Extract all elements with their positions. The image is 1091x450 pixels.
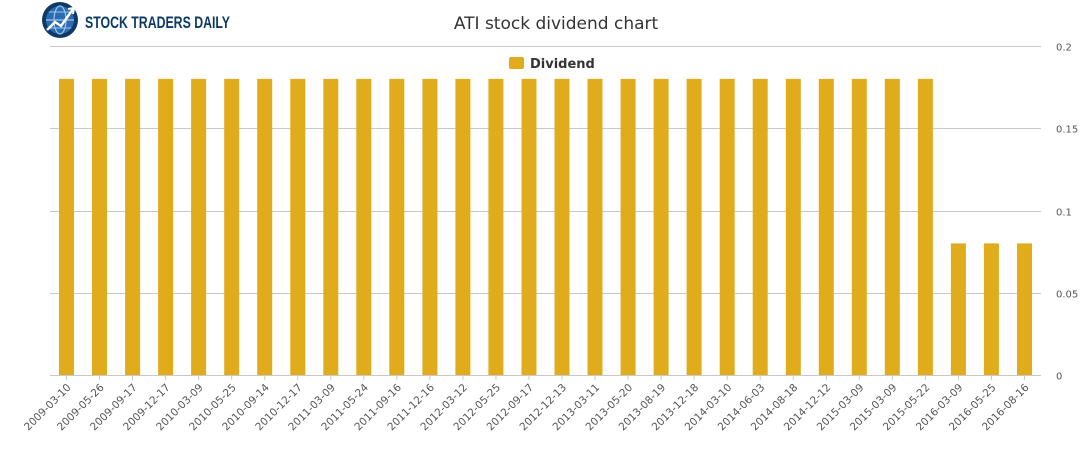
y-tick-label: 0 <box>1056 372 1062 383</box>
bar[interactable] <box>488 78 504 376</box>
bar[interactable] <box>620 78 636 376</box>
bar[interactable] <box>917 78 933 376</box>
bar[interactable] <box>554 78 570 376</box>
y-tick-label: 0.05 <box>1056 290 1078 301</box>
legend-label: Dividend <box>530 57 595 72</box>
bar[interactable] <box>59 78 74 376</box>
legend-swatch <box>509 57 524 69</box>
bars <box>59 78 1032 376</box>
bar[interactable] <box>290 78 306 376</box>
bar[interactable] <box>323 78 339 376</box>
y-tick-label: 0.2 <box>1056 43 1072 54</box>
brand-name: STOCK TRADERS DAILY <box>85 13 230 32</box>
bar[interactable] <box>983 243 999 375</box>
brand-logo[interactable]: STOCK TRADERS DAILY <box>42 2 230 38</box>
chart-title: ATI stock dividend chart <box>454 14 659 34</box>
y-tick-label: 0.1 <box>1056 208 1072 219</box>
bar[interactable] <box>1017 243 1032 375</box>
bar[interactable] <box>455 78 471 376</box>
legend[interactable]: Dividend <box>509 57 595 72</box>
bar[interactable] <box>224 78 240 376</box>
bar[interactable] <box>950 243 966 375</box>
y-axis-ticks: 0 0.05 0.1 0.15 0.2 <box>1056 43 1078 383</box>
bar[interactable] <box>587 78 603 376</box>
bar[interactable] <box>422 78 438 376</box>
bar[interactable] <box>719 78 735 376</box>
bar[interactable] <box>257 78 273 376</box>
bar[interactable] <box>884 78 900 376</box>
bar[interactable] <box>818 78 834 376</box>
bar[interactable] <box>125 78 141 376</box>
bar[interactable] <box>521 78 537 376</box>
bar[interactable] <box>92 78 107 376</box>
x-axis-ticks: 2009-03-102009-05-262009-09-172009-12-17… <box>22 375 1032 433</box>
bar[interactable] <box>653 78 669 376</box>
bar[interactable] <box>158 78 174 376</box>
y-tick-label: 0.15 <box>1056 125 1078 136</box>
bar[interactable] <box>686 78 702 376</box>
bar[interactable] <box>356 78 372 376</box>
grid-lines <box>50 46 1041 376</box>
bar[interactable] <box>851 78 867 376</box>
bar[interactable] <box>752 78 768 376</box>
bar[interactable] <box>389 78 405 376</box>
bar[interactable] <box>785 78 801 376</box>
bar[interactable] <box>191 78 207 376</box>
bull-globe-logo-icon <box>42 2 78 38</box>
